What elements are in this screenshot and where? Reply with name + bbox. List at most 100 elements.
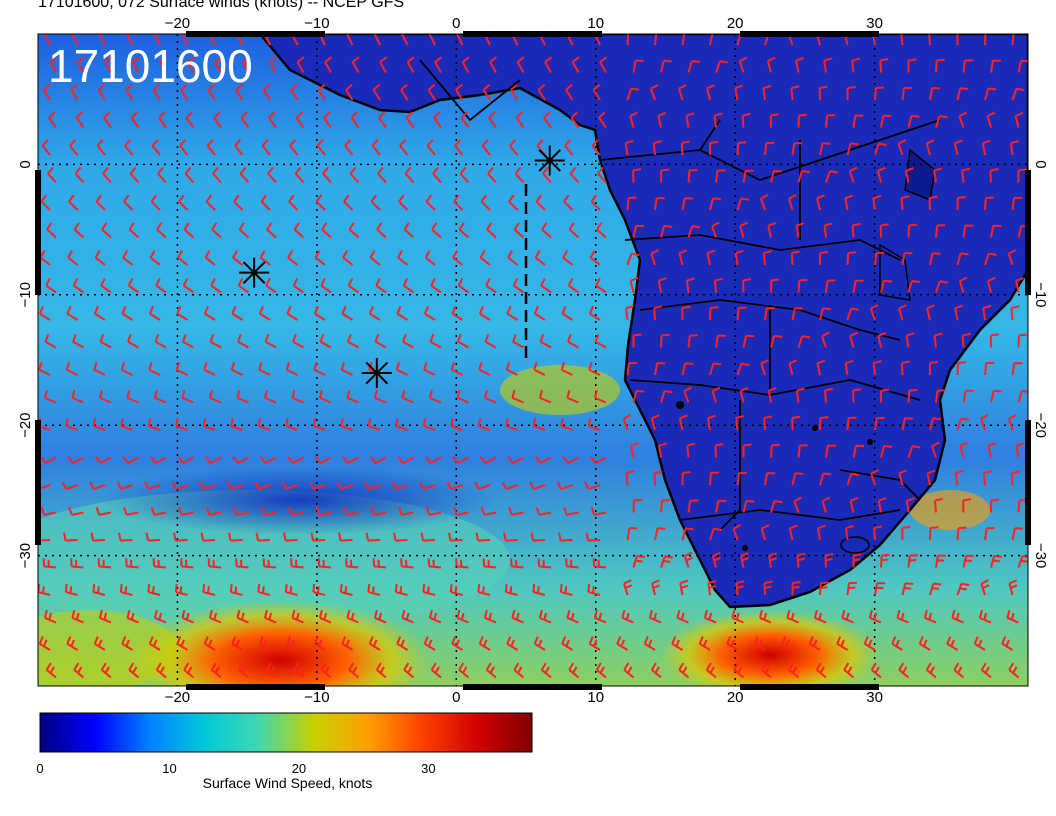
wind-barb xyxy=(816,194,825,211)
wind-barb xyxy=(314,456,332,465)
wind-barb xyxy=(101,222,112,239)
wind-barb xyxy=(657,111,667,128)
wind-barb xyxy=(626,361,637,376)
wind-barb xyxy=(281,481,298,490)
wind-barb xyxy=(929,87,941,101)
wind-barb xyxy=(870,469,879,486)
wind-barb xyxy=(180,83,189,101)
lat-tick-label: −20 xyxy=(17,412,34,437)
wind-barb xyxy=(735,580,745,596)
wind-barb xyxy=(372,558,387,569)
wind-barb xyxy=(506,305,519,321)
wind-barb xyxy=(567,277,580,294)
wind-barb xyxy=(762,250,772,266)
wind-barb xyxy=(741,112,751,128)
wind-barb xyxy=(846,472,860,486)
wind-barb xyxy=(258,636,271,651)
wind-barb xyxy=(504,584,518,596)
wind-barb xyxy=(732,524,742,541)
wind-barb xyxy=(687,499,699,513)
wind-barb xyxy=(265,277,277,294)
wind-barb xyxy=(428,389,442,404)
wind-barb xyxy=(259,250,271,266)
wind-barb xyxy=(539,333,552,349)
wind-barb xyxy=(286,636,299,651)
wind-barb xyxy=(1007,249,1017,266)
wind-barb xyxy=(770,169,782,183)
wind-barb xyxy=(290,558,304,569)
wind-barb xyxy=(459,166,470,184)
wind-barb xyxy=(532,584,546,596)
wind-barb xyxy=(880,553,890,568)
wind-barb xyxy=(452,456,469,465)
wind-barb xyxy=(643,636,656,651)
wind-barb xyxy=(961,332,971,348)
wind-barb xyxy=(874,417,885,431)
wind-barb xyxy=(400,558,414,569)
wind-barb xyxy=(310,532,326,542)
wind-barb xyxy=(128,222,140,239)
wind-barb xyxy=(212,166,222,184)
wind-barb xyxy=(373,389,387,404)
wind-barb xyxy=(343,506,359,516)
wind-barb xyxy=(982,470,992,486)
wind-barb xyxy=(681,471,691,486)
wind-barb xyxy=(510,83,519,101)
wind-barb xyxy=(98,389,112,404)
wind-barb xyxy=(685,277,695,293)
wind-barb xyxy=(795,387,805,403)
wind-barb xyxy=(511,389,524,404)
lon-tick-label: 10 xyxy=(587,689,604,706)
wind-barb xyxy=(711,221,720,238)
wind-barb xyxy=(590,506,607,516)
wind-barb xyxy=(588,305,601,321)
wind-barb xyxy=(678,84,687,101)
wind-barb xyxy=(263,389,277,404)
asterisk-marker xyxy=(239,257,270,288)
wind-barb xyxy=(590,194,601,211)
wind-barb xyxy=(455,83,464,101)
wind-barb xyxy=(263,609,277,624)
wind-barb xyxy=(907,58,917,73)
wind-barb xyxy=(427,558,442,569)
wind-barb xyxy=(203,636,216,651)
wind-barb xyxy=(956,196,966,211)
wind-barb xyxy=(320,662,332,679)
wind-barb xyxy=(1017,168,1027,183)
wind-barb xyxy=(93,361,106,376)
wind-barb xyxy=(907,279,920,293)
wind-barb xyxy=(205,194,216,211)
wind-barb xyxy=(155,662,167,679)
wind-barb xyxy=(846,307,860,321)
wind-barb xyxy=(199,481,216,490)
wind-barb xyxy=(946,636,959,651)
wind-barb xyxy=(480,506,497,516)
wind-barb xyxy=(851,222,861,238)
lon-tick-label: 20 xyxy=(727,15,744,32)
wind-barb xyxy=(232,250,244,266)
wind-barb xyxy=(825,114,836,128)
wind-barb xyxy=(202,417,216,431)
wind-barb xyxy=(126,34,134,46)
wind-barb xyxy=(742,443,752,458)
wind-barb xyxy=(46,222,57,239)
wind-barb xyxy=(530,532,546,542)
wind-barb xyxy=(1011,196,1022,211)
wind-barb xyxy=(178,194,189,211)
wind-barb xyxy=(44,333,57,349)
wind-barb xyxy=(650,249,659,266)
lon-tick-label: 20 xyxy=(727,689,744,706)
point-markers xyxy=(239,145,565,389)
wind-barb xyxy=(475,532,491,542)
wind-barb xyxy=(984,87,997,101)
wind-barb xyxy=(176,305,189,321)
wind-barb xyxy=(715,60,728,73)
wind-barb xyxy=(767,221,777,238)
wind-barb xyxy=(844,194,854,211)
wind-barb xyxy=(156,222,167,239)
wind-barb xyxy=(978,609,992,624)
wind-barb xyxy=(206,139,216,156)
wind-barb xyxy=(1010,140,1020,156)
wind-barb xyxy=(207,558,222,569)
wind-barb xyxy=(819,581,829,596)
